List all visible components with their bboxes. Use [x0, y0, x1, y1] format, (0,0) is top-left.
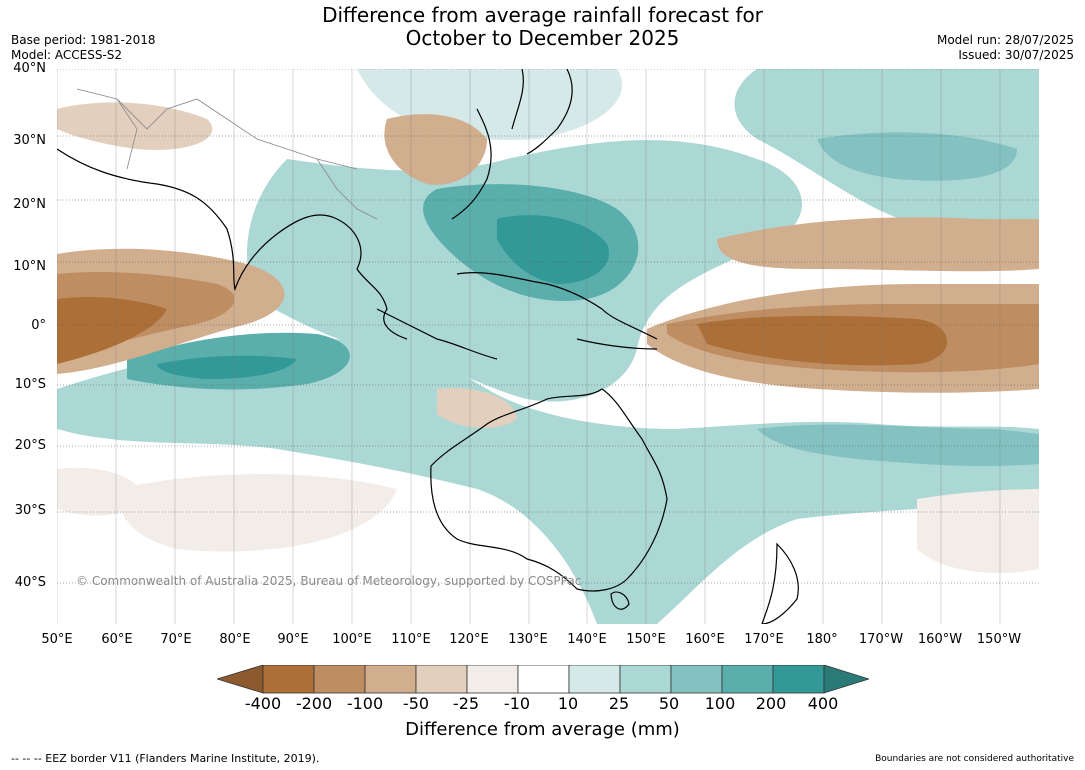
lat-label-10n: 10°N [13, 259, 46, 274]
japan-coastline [526, 69, 573, 155]
lon-label-140e: 140°E [567, 632, 607, 647]
lon-label-100e: 100°E [332, 632, 372, 647]
colorbar-bin [670, 665, 723, 694]
colorbar-bin [466, 665, 519, 694]
lon-label-110e: 110°E [391, 632, 431, 647]
new-guinea-coastline [576, 338, 658, 350]
lon-label-60e: 60°E [101, 632, 133, 647]
lon-label-160w: 160°W [917, 632, 963, 647]
colorbar-tick: 400 [807, 694, 839, 713]
country-borders [76, 88, 378, 220]
meta-right: Model run: 28/07/2025 Issued: 30/07/2025 [937, 33, 1074, 63]
lat-label-30n: 30°N [13, 133, 46, 148]
colorbar-title: Difference from average (mm) [405, 719, 680, 740]
issued-text: Issued: 30/07/2025 [958, 48, 1074, 62]
lon-label-50e: 50°E [41, 632, 73, 647]
lat-label-0: 0° [31, 318, 46, 333]
boundaries-disclaimer: Boundaries are not considered authoritat… [875, 754, 1074, 764]
eez-border-note: -- -- -- EEZ border V11 (Flanders Marine… [11, 752, 320, 765]
colorbar-over-arrow [823, 665, 869, 694]
anomaly-field [57, 69, 1039, 624]
title-line-1: Difference from average rainfall forecas… [322, 3, 763, 27]
colorbar-under-arrow [217, 665, 264, 694]
colorbar-bin [313, 665, 366, 694]
lon-label-170e: 170°E [744, 632, 784, 647]
australia-coastline [430, 388, 668, 592]
colorbar-bin [568, 665, 621, 694]
colorbar-bin [364, 665, 417, 694]
lat-label-30s: 30°S [14, 503, 46, 518]
china-coastline [451, 108, 492, 220]
colorbar-bin [721, 665, 774, 694]
colorbar-bin [415, 665, 468, 694]
colorbar-tick: 100 [704, 694, 736, 713]
lat-label-10s: 10°S [14, 377, 46, 392]
meta-left: Base period: 1981-2018 Model: ACCESS-S2 [11, 33, 156, 63]
colorbar-tick: 10 [557, 694, 579, 713]
lon-label-90e: 90°E [277, 632, 309, 647]
lon-label-130e: 130°E [508, 632, 548, 647]
rainfall-anomaly-map [57, 69, 1039, 624]
colorbar-tick: -200 [295, 694, 333, 713]
colorbar-tick: 25 [608, 694, 630, 713]
coastlines [57, 69, 799, 624]
model-text: Model: ACCESS-S2 [11, 48, 123, 62]
wet-anomaly-regions [57, 69, 1039, 624]
model-run-text: Model run: 28/07/2025 [936, 33, 1074, 47]
lon-label-160e: 160°E [685, 632, 725, 647]
sumatra-java-coastline [376, 308, 498, 360]
lat-label-40s: 40°S [14, 575, 46, 590]
lon-label-150w: 150°W [976, 632, 1022, 647]
lon-label-120e: 120°E [449, 632, 489, 647]
colorbar-tick: -400 [244, 694, 282, 713]
colorbar-bin [517, 665, 570, 694]
colorbar-bin [262, 665, 315, 694]
title-line-2: October to December 2025 [405, 26, 680, 50]
colorbar-bin [619, 665, 672, 694]
lon-label-170w: 170°W [858, 632, 904, 647]
colorbar-tick: 200 [755, 694, 787, 713]
asia-coastline [57, 148, 408, 340]
colorbar-bin [772, 665, 825, 694]
meridians [57, 69, 1001, 624]
maritime-continent-coastline [456, 272, 658, 340]
base-period-text: Base period: 1981-2018 [11, 33, 156, 47]
colorbar-tick: -100 [346, 694, 384, 713]
colorbar-tick: 50 [658, 694, 680, 713]
tasmania-coastline [610, 591, 630, 610]
colorbar-tick: -25 [452, 694, 480, 713]
colorbar-tick: -50 [402, 694, 430, 713]
korea-coastline [511, 69, 524, 130]
lon-label-70e: 70°E [160, 632, 192, 647]
lat-label-40n: 40°N [13, 61, 46, 76]
lat-label-20s: 20°S [14, 438, 46, 453]
colorbar-bins [262, 665, 825, 694]
map-title: Difference from average rainfall forecas… [0, 4, 1085, 50]
lon-label-180: 180° [806, 632, 838, 647]
lat-label-20n: 20°N [13, 197, 46, 212]
lon-label-150e: 150°E [626, 632, 666, 647]
colorbar-tick: -10 [503, 694, 531, 713]
colorbar [217, 665, 869, 694]
lon-label-80e: 80°E [219, 632, 251, 647]
copyright-text: © Commonwealth of Australia 2025, Bureau… [76, 574, 582, 588]
new-zealand-coastline [761, 542, 799, 624]
